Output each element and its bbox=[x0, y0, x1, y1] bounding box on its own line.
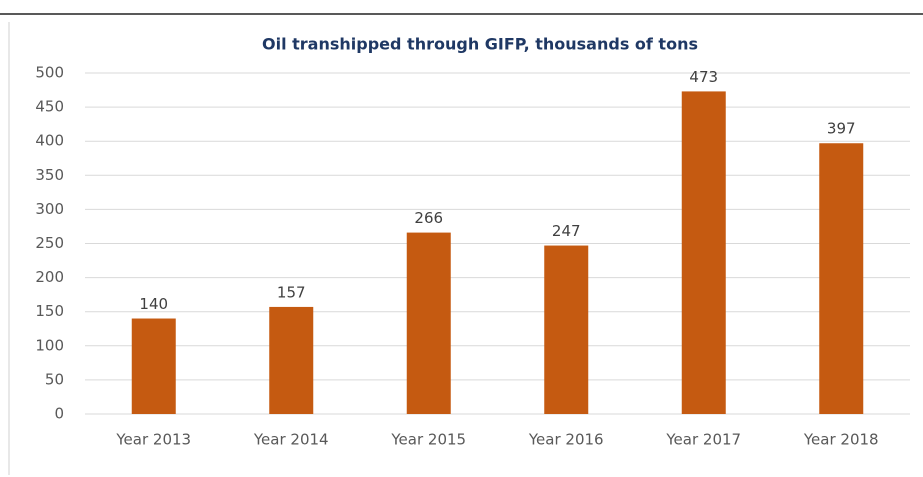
x-tick-label: Year 2018 bbox=[803, 431, 879, 449]
x-tick-label: Year 2013 bbox=[115, 431, 191, 449]
chart-title: Oil transhipped through GIFP, thousands … bbox=[262, 35, 698, 54]
y-tick-label: 300 bbox=[35, 200, 64, 218]
y-tick-label: 200 bbox=[35, 268, 64, 286]
y-tick-label: 350 bbox=[35, 166, 64, 184]
x-tick-label: Year 2017 bbox=[665, 431, 741, 449]
y-tick-label: 50 bbox=[45, 370, 64, 388]
y-tick-label: 250 bbox=[35, 234, 64, 252]
data-label: 397 bbox=[827, 120, 856, 138]
y-tick-label: 150 bbox=[35, 302, 64, 320]
data-label: 473 bbox=[689, 68, 718, 86]
bar bbox=[406, 232, 451, 414]
y-tick-label: 100 bbox=[35, 336, 64, 354]
data-label: 266 bbox=[414, 209, 443, 227]
y-tick-label: 400 bbox=[35, 132, 64, 150]
bar bbox=[544, 245, 589, 414]
data-label: 157 bbox=[277, 283, 306, 301]
y-tick-label: 500 bbox=[35, 64, 64, 82]
y-tick-label: 0 bbox=[54, 405, 64, 423]
data-label: 247 bbox=[552, 222, 581, 240]
data-label: 140 bbox=[139, 295, 168, 313]
bar bbox=[819, 143, 864, 414]
y-tick-label: 450 bbox=[35, 98, 64, 116]
bar bbox=[681, 91, 726, 414]
bar bbox=[269, 306, 314, 414]
x-tick-label: Year 2015 bbox=[390, 431, 466, 449]
bar bbox=[131, 318, 176, 414]
x-tick-label: Year 2016 bbox=[528, 431, 604, 449]
x-tick-label: Year 2014 bbox=[253, 431, 329, 449]
